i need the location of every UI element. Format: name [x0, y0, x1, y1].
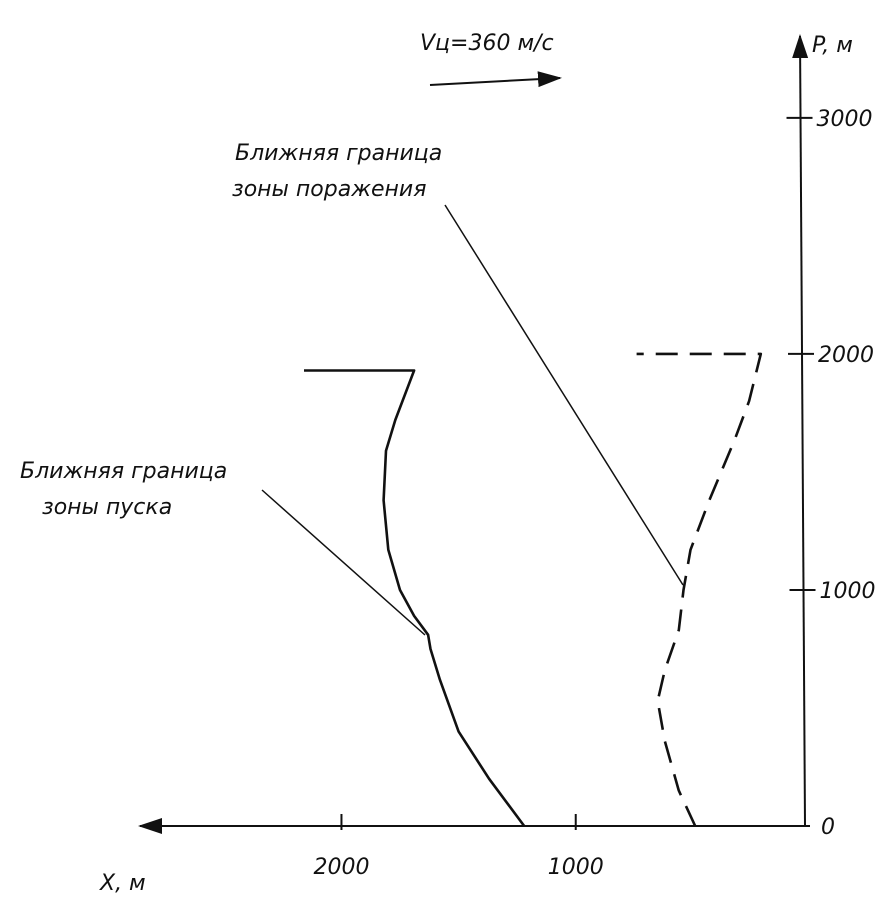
series-line	[304, 369, 526, 827]
annotation-text: зоны поражения	[232, 177, 426, 202]
annotation-leader	[444, 204, 684, 586]
y-tick-label: 2000	[818, 343, 874, 368]
annotation-text: зоны пуска	[42, 495, 172, 520]
x-tick-label: 1000	[548, 855, 604, 880]
annotation-text: Ближняя граница	[20, 459, 227, 484]
annotation-text: Ближняя граница	[235, 141, 442, 166]
series-line	[636, 352, 763, 827]
y-axis-title: P, м	[812, 33, 853, 58]
y-axis	[792, 34, 809, 827]
velocity-arrow	[429, 71, 562, 88]
y-tick-label: 0	[821, 815, 835, 840]
y-tick-label: 1000	[820, 579, 876, 604]
velocity-label: Vц=360 м/с	[420, 31, 554, 56]
annotation-leader	[261, 489, 426, 636]
x-axis-title: X, м	[99, 871, 146, 896]
x-tick-label: 2000	[313, 855, 369, 880]
y-tick-label: 3000	[817, 107, 873, 132]
